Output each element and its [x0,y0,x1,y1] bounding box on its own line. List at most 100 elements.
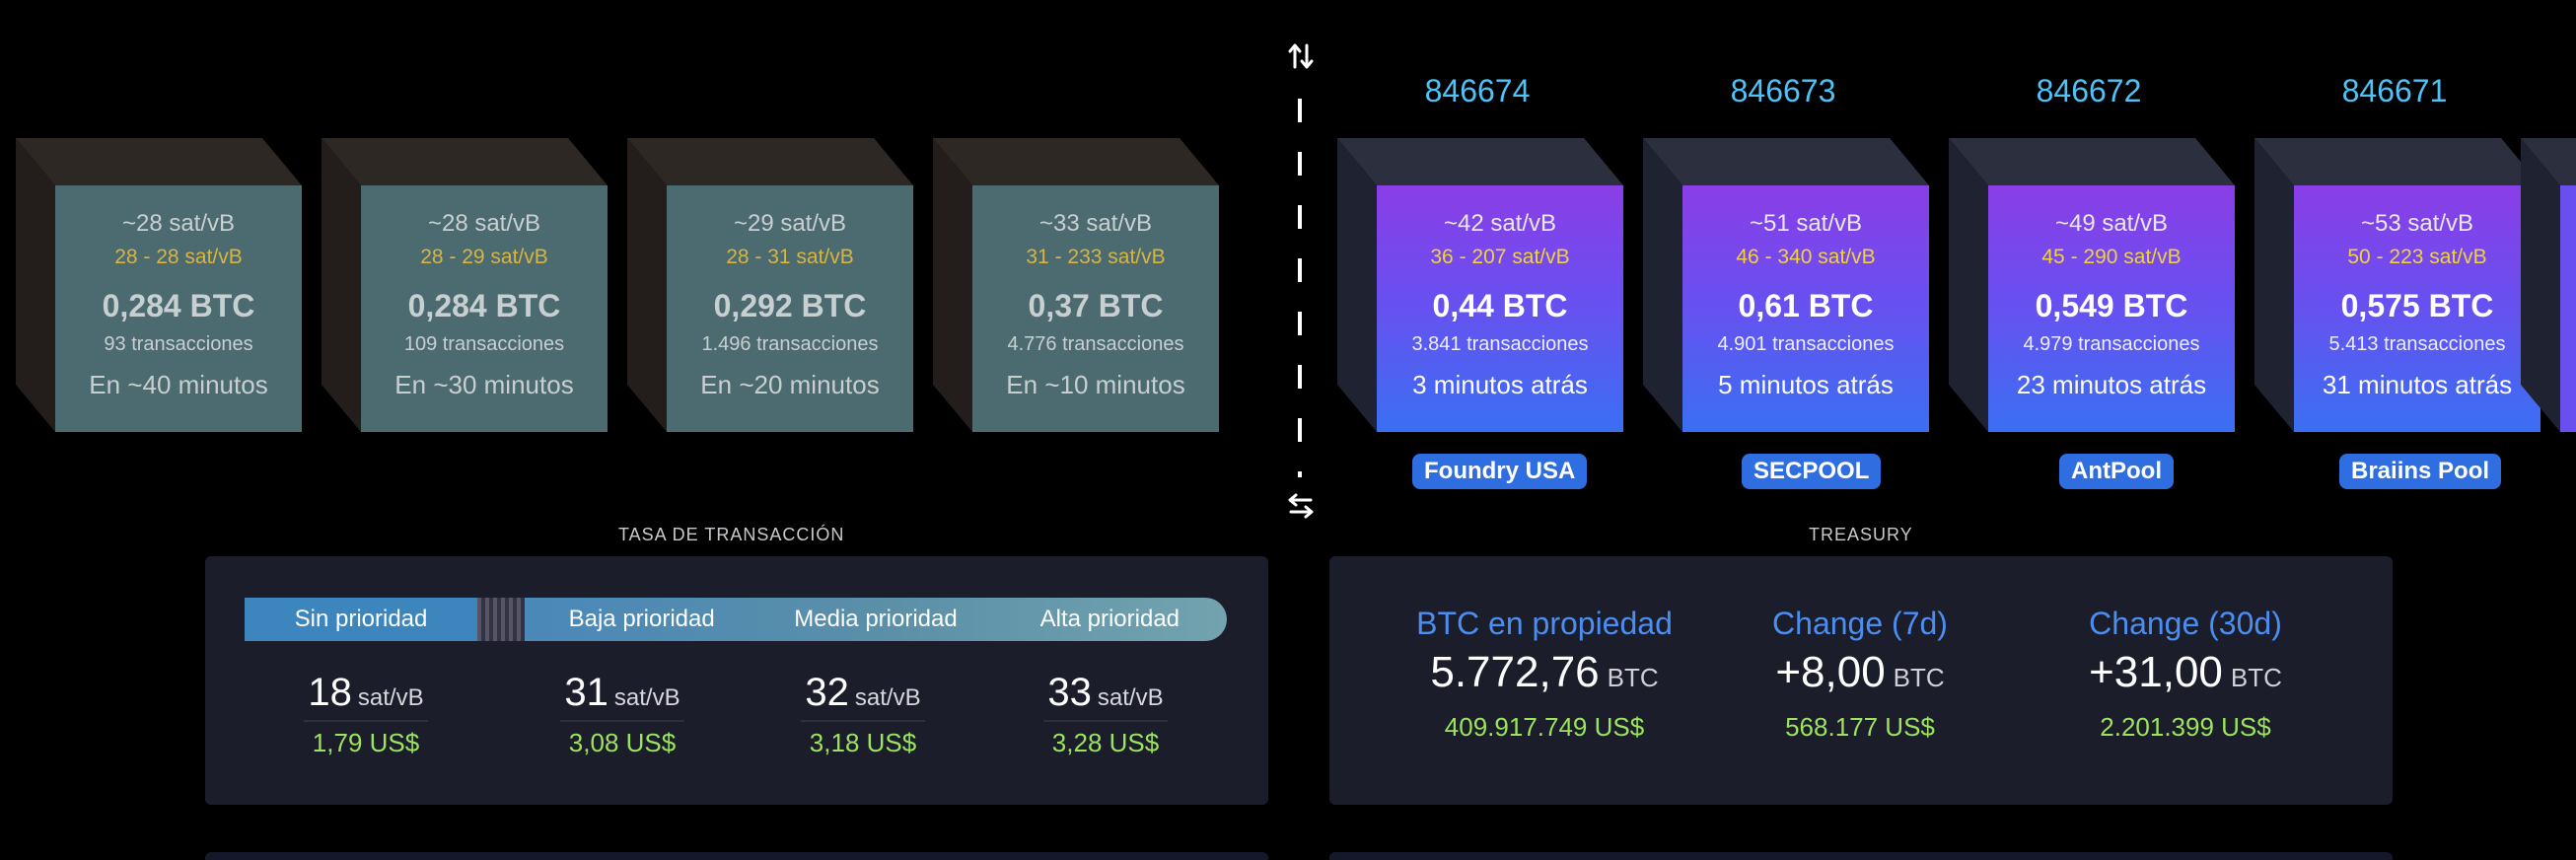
tier-high-priority[interactable]: Alta prioridad [1039,606,1181,632]
fee-unit: sat/vB [1097,684,1164,711]
fee-rate: 33 [1047,671,1092,714]
treasury-value: +8,00 [1775,648,1886,696]
fee-separator [1043,720,1168,722]
tier-gap [477,598,525,641]
mined-block[interactable]: ~42 sat/vB 36 - 207 sat/vB 0,44 BTC 3.84… [1337,138,1623,432]
projected-block[interactable]: ~29 sat/vB 28 - 31 sat/vB 0,292 BTC 1.49… [627,138,913,432]
swap-vertical-icon[interactable] [1286,41,1316,71]
median-fee: ~49 sat/vB [2054,210,2169,237]
block-cube-shading [322,138,608,432]
projected-block[interactable]: ~28 sat/vB 28 - 29 sat/vB 0,284 BTC 109 … [322,138,608,432]
treasury-change-30d: Change (30d) +31,00 BTC 2.201.399 US$ [2028,604,2343,743]
block-size: 0,549 BTC [2035,288,2188,323]
fee-unit: sat/vB [357,684,424,711]
mining-pool-badge[interactable]: Foundry USA [1412,454,1588,489]
block-eta: En ~10 minutos [1006,370,1185,399]
tx-count: 4.901 transacciones [1717,333,1895,355]
fee-estimate-medium-priority: 32 sat/vB 3,18 US$ [779,669,947,758]
block-height-link[interactable]: 846672 [2036,73,2142,108]
block-cube-shading [627,138,913,432]
fee-range: 28 - 31 sat/vB [726,246,854,268]
fee-separator [304,720,428,722]
tier-low-priority[interactable]: Baja prioridad [568,606,715,632]
mining-pool-badge[interactable]: AntPool [2059,454,2174,489]
fee-range: 31 - 233 sat/vB [1026,246,1166,268]
fee-rate: 31 [564,671,608,714]
median-fee: ~42 sat/vB [1443,210,1557,237]
mempool-blockchain-divider [1298,99,1302,477]
fee-unit: sat/vB [613,684,680,711]
tier-gradient: Baja prioridad Media prioridad Alta prio… [525,598,1227,641]
block-cube-shading [16,138,302,432]
fee-separator [560,720,684,722]
fee-range: 50 - 223 sat/vB [2347,246,2487,268]
fee-range: 36 - 207 sat/vB [1430,246,1570,268]
mining-pool-badge[interactable]: Braiins Pool [2339,454,2502,489]
block-cube-shading [1337,138,1623,432]
fee-range: 28 - 28 sat/vB [114,246,243,268]
block-age: 5 minutos atrás [1718,370,1894,399]
median-fee: ~53 sat/vB [2360,210,2474,237]
fee-range: 45 - 290 sat/vB [2041,246,2182,268]
treasury-label: Change (7d) [1772,606,1948,641]
treasury-value: 5.772,76 [1430,648,1600,696]
treasury-value: +31,00 [2089,648,2223,696]
treasury-holdings: BTC en propiedad 5.772,76 BTC 409.917.749… [1387,604,1702,743]
block-face: ~51 sat/vB 46 - 340 sat/vB 0,61 BTC 4.90… [1682,185,1929,432]
median-fee: ~28 sat/vB [427,210,541,237]
block-size: 0,37 BTC [1028,288,1164,323]
tx-count: 109 transacciones [403,333,565,355]
tx-count: 3.841 transacciones [1411,333,1589,355]
median-fee: ~51 sat/vB [1749,210,1863,237]
next-block-edge[interactable] [2521,138,2576,432]
block-height-link[interactable]: 846674 [1424,73,1531,108]
block-cube-shading [2254,138,2540,432]
projected-block[interactable]: ~28 sat/vB 28 - 28 sat/vB 0,284 BTC 93 t… [16,138,302,432]
fees-panel: Sin prioridad Baja prioridad Media prior… [205,556,1268,805]
fee-usd: 1,79 US$ [312,728,420,757]
projected-block[interactable]: ~33 sat/vB 31 - 233 sat/vB 0,37 BTC 4.77… [933,138,1219,432]
fee-rate: 32 [805,671,849,714]
block-age: 3 minutos atrás [1412,370,1588,399]
mined-block[interactable]: ~53 sat/vB 50 - 223 sat/vB 0,575 BTC 5.4… [2254,138,2540,432]
fee-unit: sat/vB [854,684,921,711]
fee-range: 28 - 29 sat/vB [420,246,548,268]
block-height-link[interactable]: 846673 [1730,73,1836,108]
block-cube-shading [1643,138,1929,432]
block-size: 0,284 BTC [407,288,561,323]
block-height-link[interactable]: 846671 [2341,73,2448,108]
block-size: 0,575 BTC [2340,288,2494,323]
fee-usd: 3,18 US$ [809,728,917,757]
fee-usd: 3,28 US$ [1051,728,1160,757]
treasury-unit: BTC [2230,663,2282,692]
fee-range: 46 - 340 sat/vB [1736,246,1876,268]
tier-medium-priority[interactable]: Media prioridad [794,606,958,632]
treasury-usd: 568.177 US$ [1785,712,1935,742]
block-eta: En ~40 minutos [89,370,268,399]
treasury-usd: 409.917.749 US$ [1444,712,1645,742]
tx-count: 4.776 transacciones [1007,333,1184,355]
block-eta: En ~30 minutos [394,370,574,399]
tier-no-priority[interactable]: Sin prioridad [245,598,477,641]
tx-count: 5.413 transacciones [2328,333,2506,355]
block-face: ~28 sat/vB 28 - 28 sat/vB 0,284 BTC 93 t… [55,185,302,432]
mining-pool-badge[interactable]: SECPOOL [1742,454,1882,489]
treasury-panel: BTC en propiedad 5.772,76 BTC 409.917.749… [1329,556,2393,805]
block-face: ~49 sat/vB 45 - 290 sat/vB 0,549 BTC 4.9… [1988,185,2235,432]
treasury-usd: 2.201.399 US$ [2100,712,2271,742]
treasury-title: TREASURY [1809,525,1913,544]
treasury-unit: BTC [1607,663,1659,692]
mined-block[interactable]: ~51 sat/vB 46 - 340 sat/vB 0,61 BTC 4.90… [1643,138,1929,432]
block-size: 0,44 BTC [1432,288,1568,323]
treasury-label: BTC en propiedad [1416,606,1673,641]
block-face: ~53 sat/vB 50 - 223 sat/vB 0,575 BTC 5.4… [2294,185,2540,432]
block-face: ~28 sat/vB 28 - 29 sat/vB 0,284 BTC 109 … [361,185,608,432]
swap-horizontal-icon[interactable] [1286,491,1316,521]
block-age: 31 minutos atrás [2322,370,2513,399]
block-face: ~33 sat/vB 31 - 233 sat/vB 0,37 BTC 4.77… [972,185,1219,432]
block-face: ~42 sat/vB 36 - 207 sat/vB 0,44 BTC 3.84… [1377,185,1623,432]
fee-estimate-no-priority: 18 sat/vB 1,79 US$ [282,669,450,758]
block-cube-shading [933,138,1219,432]
mined-block[interactable]: ~49 sat/vB 45 - 290 sat/vB 0,549 BTC 4.9… [1949,138,2235,432]
fee-estimate-low-priority: 31 sat/vB 3,08 US$ [538,669,706,758]
